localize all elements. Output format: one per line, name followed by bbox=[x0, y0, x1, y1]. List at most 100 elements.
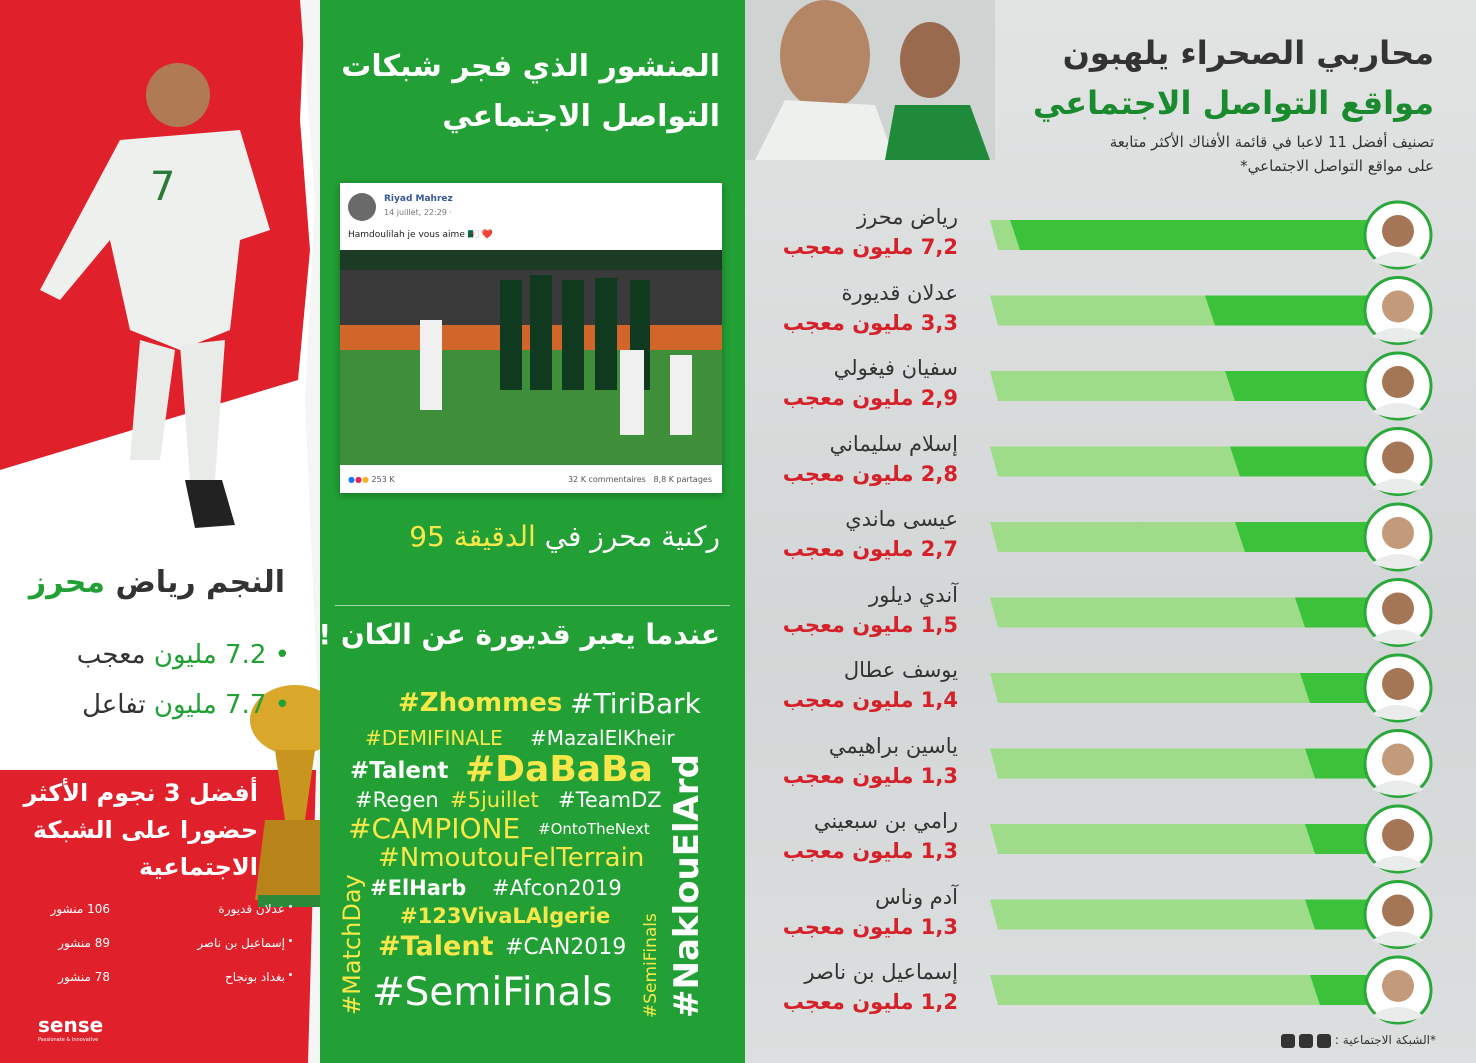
bar-track bbox=[990, 748, 1370, 779]
bar-track bbox=[990, 899, 1370, 930]
post-author: Riyad Mahrez bbox=[384, 194, 453, 204]
stat-row: • 7.2 مليون معجب bbox=[76, 640, 290, 670]
top3-bullet bbox=[289, 939, 292, 942]
player-likes: 1,3 مليون معجب bbox=[782, 839, 958, 863]
footer-text: *الشبكة الاجتماعية : bbox=[1334, 1033, 1436, 1047]
post-text: Hamdoulilah je vous aime 🇩🇿 ❤️ bbox=[348, 230, 493, 240]
star-name: النجم رياض bbox=[115, 565, 285, 600]
hashtag: #123VivaLAlgerie bbox=[400, 904, 611, 928]
player-shirt bbox=[1372, 931, 1424, 947]
top3-name: عدلان قديورة bbox=[218, 902, 285, 916]
subtitle-line: على مواقع التواصل الاجتماعي* bbox=[1240, 157, 1434, 175]
top3-title: أفضل 3 نجوم الأكثر حضورا على الشبكة الاج… bbox=[23, 775, 258, 886]
top3-name: إسماعيل بن ناصر bbox=[197, 936, 285, 950]
comments: 32 K commentaires bbox=[567, 475, 646, 484]
bar-track bbox=[990, 824, 1370, 854]
hashtag: #MazalElKheir bbox=[530, 726, 675, 750]
player-name: ياسين براهيمي bbox=[828, 733, 958, 758]
caption-minute: 95 bbox=[409, 520, 445, 553]
bar-track bbox=[990, 673, 1370, 703]
bar bbox=[1205, 295, 1370, 326]
player-shirt bbox=[1372, 629, 1424, 645]
player-likes: 1,3 مليون معجب bbox=[782, 763, 958, 788]
bar bbox=[1305, 824, 1370, 854]
stat-value: 7.7 مليون bbox=[153, 690, 267, 720]
post-title-line: المنشور الذي فجر شبكات bbox=[341, 49, 720, 84]
main-title: محاربي الصحراء يلهبون مواقع التواصل الاج… bbox=[1033, 28, 1434, 128]
hashtag: #5juillet bbox=[450, 788, 539, 812]
bar bbox=[1295, 597, 1370, 628]
shares: 8,8 K partages bbox=[653, 475, 712, 484]
hashtag: #Talent bbox=[378, 931, 494, 962]
player-likes: 2,7 مليون معجب bbox=[782, 537, 958, 561]
bar bbox=[1010, 220, 1370, 250]
hashtag: #OntoTheNext bbox=[538, 820, 650, 838]
hashtag: #Talent bbox=[350, 758, 449, 784]
hashtag: #DEMIFINALE bbox=[365, 726, 503, 750]
player-likes: 3,3 مليون معجب bbox=[782, 310, 958, 335]
post-photo bbox=[340, 250, 722, 465]
player-name: رياض محرز bbox=[857, 205, 958, 229]
hashtag: #CAN2019 bbox=[505, 935, 627, 960]
player-likes: 1,2 مليون معجب bbox=[782, 990, 958, 1014]
player-face bbox=[1382, 215, 1414, 247]
caption-text: ركنية محرز في bbox=[544, 520, 720, 553]
bar-track bbox=[990, 975, 1370, 1005]
bar bbox=[1300, 673, 1370, 703]
red-area bbox=[0, 770, 320, 1063]
player-shirt bbox=[1372, 554, 1424, 569]
player-name: إسماعيل بن ناصر bbox=[804, 960, 958, 984]
top3-posts: 106 منشور bbox=[50, 902, 110, 916]
stat-row: • 7.7 مليون تفاعل bbox=[82, 690, 290, 720]
player-shirt bbox=[1372, 780, 1424, 796]
top3-title-line: الاجتماعية bbox=[138, 853, 258, 881]
player-shirt bbox=[1372, 1007, 1424, 1022]
player-face bbox=[1382, 668, 1414, 700]
hashtag: #SemiFinals bbox=[641, 913, 661, 1018]
subtitle-line: تصنيف أفضل 11 لاعبا في قائمة الأفناك الأ… bbox=[1109, 133, 1434, 151]
player-shirt bbox=[1372, 403, 1424, 418]
player-shirt bbox=[1372, 856, 1424, 871]
player-shirt bbox=[1372, 705, 1424, 720]
trophy bbox=[250, 685, 320, 907]
hashtag: #NaklouElArd bbox=[667, 753, 707, 1018]
main-title-line: محاربي الصحراء يلهبون bbox=[1062, 34, 1434, 72]
player-name: آندي ديلور bbox=[869, 582, 958, 607]
header-photo bbox=[745, 0, 995, 160]
player-face bbox=[1382, 517, 1414, 549]
player-name: يوسف عطال bbox=[843, 658, 958, 682]
player-name: عيسى ماندي bbox=[845, 507, 958, 531]
player-name: عدلان قديورة bbox=[841, 280, 958, 305]
logo-tagline: Passionate & Innovative bbox=[38, 1037, 99, 1043]
right-panel: محاربي الصحراء يلهبون مواقع التواصل الاج… bbox=[745, 0, 1476, 1063]
player-likes: 1,4 مليون معجب bbox=[782, 688, 958, 712]
player-face bbox=[1382, 290, 1414, 323]
player-shirt bbox=[1372, 327, 1424, 343]
top3-bullet bbox=[289, 905, 292, 908]
stat-unit: تفاعل bbox=[82, 690, 146, 720]
stat-value: 7.2 مليون bbox=[153, 640, 267, 670]
avatar bbox=[348, 193, 376, 221]
player-face bbox=[1382, 592, 1414, 625]
hashtag: #Zhommes bbox=[398, 688, 563, 718]
facebook-post: Riyad Mahrez 14 juillet, 22:29 · Hamdoul… bbox=[340, 183, 722, 493]
hashtag: #CAMPIONE bbox=[348, 812, 521, 845]
svg-text:7: 7 bbox=[150, 164, 175, 210]
player-likes: 1,5 مليون معجب bbox=[782, 612, 958, 637]
bar bbox=[1225, 371, 1370, 401]
hashtag: #Regen bbox=[355, 788, 439, 812]
player-likes: 2,8 مليون معجب bbox=[782, 461, 958, 486]
logo: sense bbox=[38, 1013, 104, 1037]
player-face bbox=[1382, 819, 1414, 851]
divider bbox=[335, 605, 730, 606]
bar bbox=[1305, 748, 1370, 779]
top3-title-line: حضورا على الشبكة bbox=[32, 816, 258, 844]
player-name: آدم وناس bbox=[875, 884, 958, 909]
middle-panel: المنشور الذي فجر شبكات التواصل الاجتماعي… bbox=[320, 0, 745, 1063]
player-face bbox=[1382, 743, 1414, 776]
star-stats: • 7.2 مليون معجب • 7.7 مليون تفاعل bbox=[77, 630, 290, 730]
torn-edge bbox=[300, 0, 320, 1063]
hashtag: #TiriBark bbox=[570, 687, 701, 720]
hashtags-title: عندما يعبر قديورة عن الكان ! bbox=[320, 618, 720, 651]
